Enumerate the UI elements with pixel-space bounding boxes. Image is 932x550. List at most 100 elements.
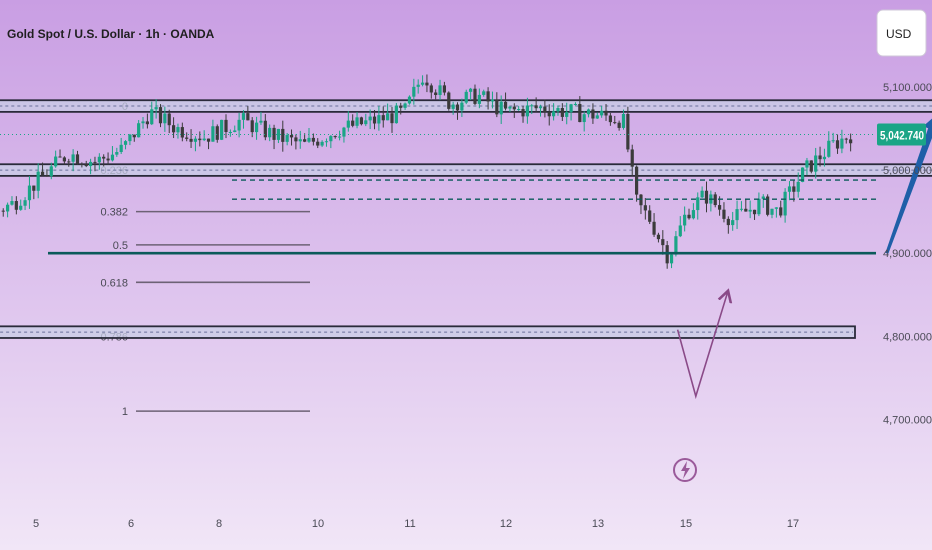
candle-body: [119, 144, 123, 153]
candle-body: [556, 108, 560, 112]
candle-body: [604, 110, 608, 116]
currency-button[interactable]: USD: [876, 9, 927, 57]
price-tick-label: 4,700.000: [883, 414, 932, 426]
candle-body: [512, 106, 516, 110]
candle-body: [595, 115, 599, 119]
candle-body: [713, 194, 717, 206]
candle-body: [621, 113, 626, 128]
candle-body: [530, 105, 534, 107]
current-price-tag[interactable]: [877, 123, 926, 146]
candle-body: [381, 115, 385, 121]
candle-body: [731, 220, 735, 226]
candle-body: [316, 141, 320, 146]
candle-body: [342, 127, 346, 137]
lightning-icon[interactable]: [673, 458, 697, 482]
candle-body: [84, 164, 88, 167]
candle-body: [154, 107, 158, 110]
candle-body: [678, 225, 682, 237]
projection-arrow[interactable]: [885, 114, 932, 254]
candle-body: [115, 152, 119, 155]
candle-body: [272, 127, 276, 140]
candle-body: [608, 115, 612, 123]
candle-body: [534, 105, 538, 109]
candle-body: [54, 156, 58, 167]
candle-body: [805, 160, 809, 168]
top-zone[interactable]: [0, 99, 932, 113]
candle-body: [648, 210, 652, 222]
candle-body: [407, 96, 412, 104]
candle-body: [779, 207, 783, 216]
candle-body: [617, 122, 621, 128]
candle-body: [250, 120, 254, 133]
candle-body: [241, 113, 246, 120]
price-axis[interactable]: 5,100.000 5,000.000 4,900.000 4,800.000 4,70…: [877, 82, 932, 427]
candle-body: [818, 155, 822, 160]
candle-body: [477, 94, 481, 104]
candle-body: [80, 163, 84, 165]
candle-body: [744, 208, 748, 212]
candle-body: [726, 218, 730, 226]
candle-body: [635, 166, 639, 195]
price-zones[interactable]: [0, 99, 932, 339]
candle-body: [40, 171, 45, 176]
candle-body: [294, 137, 298, 142]
candle-body: [137, 123, 141, 138]
level-lines[interactable]: [0, 134, 876, 255]
candle-body: [770, 208, 774, 215]
candle-body: [386, 113, 390, 121]
candle-body: [324, 141, 329, 143]
date-tick-label: 12: [500, 518, 512, 530]
candle-body: [796, 181, 800, 192]
drawings[interactable]: [676, 114, 932, 400]
candle-body: [128, 134, 132, 142]
price-tick-label: 4,800.000: [883, 331, 932, 343]
candle-body: [547, 112, 551, 117]
candle-body: [429, 85, 433, 93]
candle-body: [246, 113, 250, 121]
candle-body: [661, 239, 665, 246]
candle-body: [102, 156, 106, 159]
candle-body: [14, 201, 18, 210]
candle-body: [586, 109, 591, 115]
candle-body: [521, 109, 525, 117]
candle-body: [110, 154, 115, 161]
currency-button-label[interactable]: USD: [886, 27, 912, 41]
candle-body: [543, 106, 547, 113]
candle-body: [420, 82, 425, 85]
candle-body: [237, 119, 241, 131]
candle-body: [787, 186, 792, 192]
candle-body: [473, 88, 477, 104]
chart-title: Gold Spot / U.S. Dollar · 1h · OANDA: [7, 27, 215, 41]
candle-body: [298, 139, 302, 142]
candle-body: [416, 84, 420, 87]
candle-body: [569, 104, 573, 113]
candle-body: [525, 105, 529, 117]
candle-body: [600, 110, 604, 116]
candle-body: [206, 138, 211, 142]
candle-body: [499, 101, 503, 115]
candle-body: [193, 138, 198, 142]
upper-zone[interactable]: [0, 163, 932, 177]
candle-body: [538, 106, 543, 109]
candle-body: [643, 205, 647, 211]
candle-body: [447, 92, 451, 109]
candle-body: [171, 125, 176, 133]
candle-body: [93, 161, 97, 163]
candle-body: [757, 198, 761, 215]
candle-body: [377, 115, 381, 124]
candle-body: [469, 88, 473, 92]
candle-body: [10, 201, 14, 205]
currency-button-frame[interactable]: [876, 9, 927, 57]
date-tick-label: 6: [128, 518, 134, 530]
scenario-path[interactable]: [676, 292, 728, 400]
candle-body: [482, 91, 486, 95]
candle-body: [62, 157, 66, 162]
candle-body: [337, 136, 342, 138]
candle-body: [503, 101, 508, 109]
time-axis[interactable]: 5 6 8 10 11 12 13 15 17: [33, 518, 799, 530]
candle-body: [517, 109, 521, 111]
candle-body: [809, 160, 813, 172]
candle-body: [368, 116, 372, 121]
candle-body: [58, 156, 62, 158]
